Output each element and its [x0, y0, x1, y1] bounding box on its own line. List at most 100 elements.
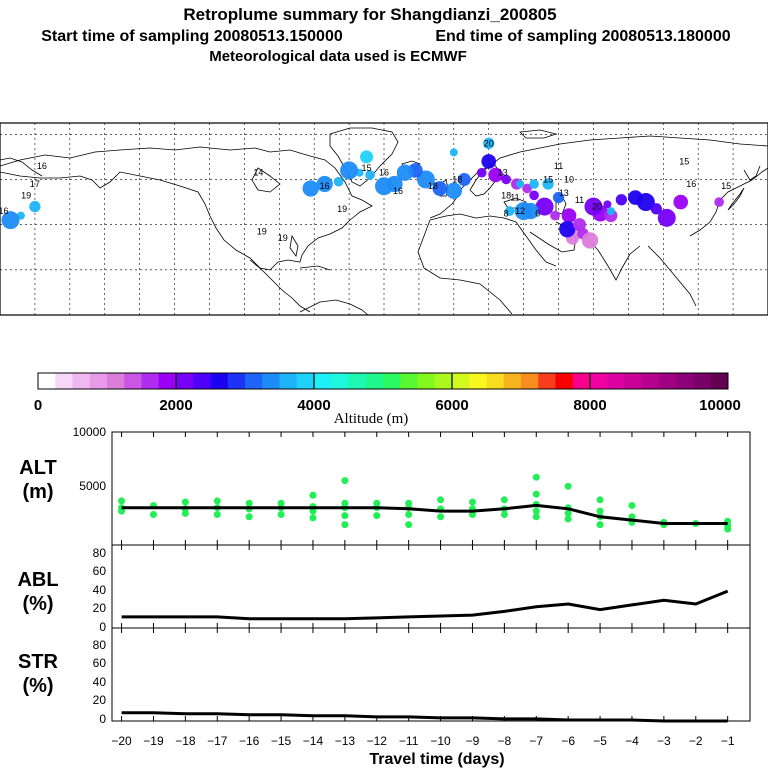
str-frame: [111, 627, 751, 722]
alt-dot: [437, 496, 445, 504]
colorbar-cell: [624, 373, 643, 389]
plume-day-label: 12: [515, 206, 525, 216]
alt-dot: [245, 499, 253, 507]
alt-dot: [405, 521, 413, 529]
alt-dot: [341, 512, 349, 520]
alt-dot: [309, 514, 317, 522]
plume-day-label: 16: [320, 181, 330, 191]
colorbar-cell: [641, 373, 660, 389]
alt-dot: [341, 477, 349, 485]
alaska: [0, 157, 43, 177]
x-tick-label: −9: [466, 734, 480, 748]
colorbar-cell: [572, 373, 591, 389]
alt-label: ALT: [19, 457, 56, 479]
x-tick-label: −5: [593, 734, 607, 748]
alt-dot: [373, 512, 381, 520]
colorbar-cell: [193, 373, 211, 389]
plume-cluster-marker: [572, 218, 586, 232]
x-tick-label: −10: [430, 734, 451, 748]
colorbar-cell: [227, 373, 246, 389]
plume-cluster-marker: [535, 197, 554, 216]
plume-cluster-marker: [581, 232, 599, 249]
alt-ytick: 5000: [79, 479, 106, 493]
alt-dot: [437, 513, 445, 521]
colorbar-cell: [676, 373, 694, 389]
plume-cluster-marker: [340, 161, 359, 180]
plume-cluster-marker: [552, 191, 565, 204]
india: [585, 237, 641, 281]
str-panel: STR (%) 80 60 40 20 0: [18, 627, 751, 726]
alt-dot: [181, 498, 189, 506]
x-tick-label: −14: [303, 734, 324, 748]
plume-cluster-marker: [365, 170, 375, 180]
x-tick-label: −20: [111, 734, 132, 748]
colorbar-cell: [417, 373, 436, 389]
str-label: STR: [18, 651, 59, 673]
x-tick-label: −18: [175, 734, 196, 748]
africa-coast: [417, 219, 513, 315]
colorbar-tick: 10000: [699, 397, 741, 414]
colorbar-cell: [486, 373, 505, 389]
north-america-coast: [0, 146, 373, 271]
colorbar-cell: [262, 373, 280, 389]
colorbar-cell: [538, 373, 556, 389]
colorbar-tick: 8000: [573, 397, 606, 414]
colorbar-cell: [141, 373, 160, 389]
colorbar-tick: 0: [34, 397, 42, 414]
colorbar-cell: [710, 373, 729, 389]
alt-dot: [500, 496, 508, 504]
alt-dot: [564, 482, 572, 490]
colorbar-cell: [72, 373, 91, 389]
colorbar-cell: [107, 373, 125, 389]
colorbar-cell: [331, 373, 349, 389]
plume-cluster-marker: [542, 178, 554, 190]
alt-unit: (m): [22, 481, 53, 503]
colorbar-cell: [89, 373, 108, 389]
greenland-coast: [329, 127, 399, 187]
alt-dot: [341, 521, 349, 529]
alt-dot: [309, 491, 317, 499]
plume-cluster-marker: [657, 208, 676, 227]
abl-ytick: 20: [93, 601, 107, 615]
plume-cluster-marker: [302, 180, 319, 197]
str-ytick: 40: [93, 675, 107, 689]
alt-dot: [596, 507, 604, 515]
alt-dot: [213, 510, 221, 518]
plume-day-label: 19: [21, 190, 31, 200]
colorbar-cell: [693, 373, 712, 389]
plume-day-label: 19: [337, 204, 347, 214]
alt-frame: [111, 431, 751, 546]
plume-day-label: 18: [501, 190, 511, 200]
plume-day-label: 13: [559, 188, 569, 198]
colorbar-cell: [400, 373, 418, 389]
plume-day-label: 11: [510, 193, 519, 203]
alt-dot: [468, 498, 476, 506]
plume-day-label: 8: [504, 208, 509, 218]
plume-cluster-marker: [516, 179, 525, 188]
plume-cluster-marker: [603, 200, 612, 209]
colorbar-cell: [555, 373, 574, 389]
colorbar-cell: [279, 373, 298, 389]
abl-label: ABL: [17, 569, 58, 591]
caribbean: [299, 265, 331, 271]
x-axis-label: Travel time (days): [369, 751, 504, 768]
plume-day-label: 19: [278, 233, 288, 243]
plume-cluster-marker: [522, 183, 532, 194]
colorbar-tick: 2000: [159, 397, 192, 414]
alt-dot: [309, 507, 317, 515]
se-asia: [647, 245, 697, 307]
colorbar-cell: [38, 373, 56, 389]
x-axis-ticks: −20 −19 −18 −17 −16 −15 −14 −13 −12 −11 −10 −9 −8 −7 −…: [111, 734, 734, 748]
alt-dots: [118, 473, 732, 533]
alt-dot: [532, 513, 540, 521]
plume-cluster-marker: [561, 208, 577, 223]
colorbar-cell: [296, 373, 315, 389]
plume-cluster-marker: [522, 202, 539, 220]
alt-dot: [500, 510, 508, 518]
plume-day-label: 16: [686, 179, 696, 189]
abl-ytick: 80: [93, 546, 107, 560]
alt-ytick: 10000: [73, 425, 107, 439]
